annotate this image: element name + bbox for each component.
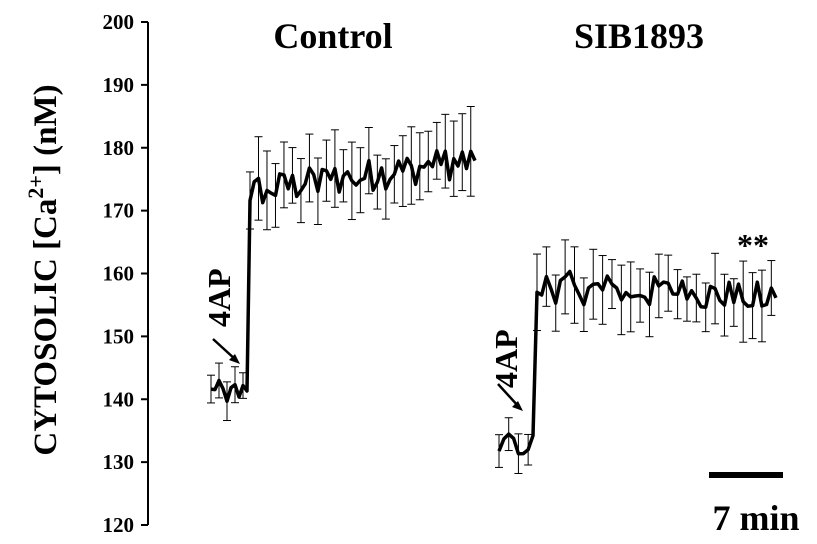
significance-marker: ** <box>737 227 769 263</box>
y-tick-label: 160 <box>103 262 135 286</box>
arrow-line-control <box>212 338 237 361</box>
arrow-line-sib1893 <box>497 383 520 408</box>
series-sib1893 <box>495 239 778 474</box>
y-tick-label: 150 <box>103 324 135 348</box>
trace-line <box>497 269 778 456</box>
y-axis-label: CYTOSOLIC [Ca2+] (nM) <box>23 84 64 455</box>
y-axis: 120 130 140 150 160 170 180 190 200 <box>103 10 149 537</box>
panel-title-control: Control <box>273 16 392 56</box>
y-axis-label-prefix: CYTOSOLIC [Ca <box>28 199 64 456</box>
arrow-head-control <box>229 354 240 364</box>
y-tick-label: 140 <box>103 387 135 411</box>
panel-title-sib1893: SIB1893 <box>574 16 704 56</box>
y-tick-label: 120 <box>103 513 135 537</box>
y-ticks: 120 130 140 150 160 170 180 190 200 <box>103 10 148 537</box>
y-axis-label-superscript: 2+ <box>23 175 48 199</box>
y-tick-label: 190 <box>103 73 135 97</box>
y-tick-label: 130 <box>103 450 135 474</box>
arrow-control: 4AP <box>201 268 240 364</box>
y-tick-label: 170 <box>103 199 135 223</box>
y-axis-label-suffix: ] (nM) <box>28 84 64 175</box>
y-tick-label: 180 <box>103 136 135 160</box>
arrow-sib1893: 4AP <box>488 329 524 411</box>
series-control <box>207 105 477 422</box>
scale-bar: 7 min <box>709 472 800 538</box>
scale-bar-label: 7 min <box>712 498 799 538</box>
arrow-head-sib1893 <box>512 401 523 411</box>
trace-line <box>210 149 477 403</box>
y-tick-label: 200 <box>103 10 135 34</box>
arrow-label-control: 4AP <box>201 268 237 327</box>
arrow-label-sib1893: 4AP <box>488 329 524 388</box>
